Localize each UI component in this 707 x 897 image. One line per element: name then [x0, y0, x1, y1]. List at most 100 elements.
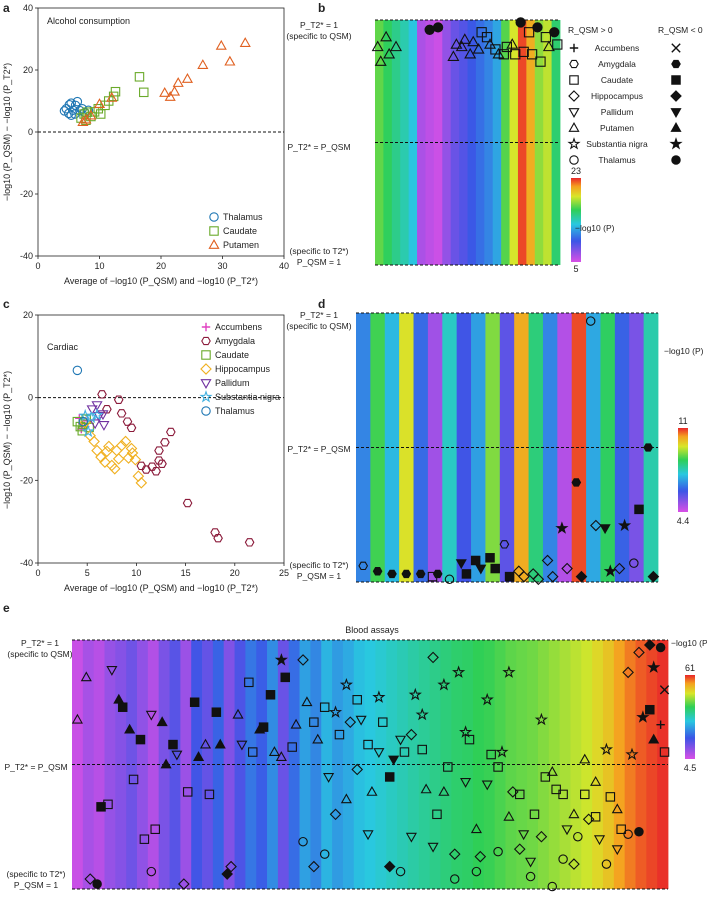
marker-legend: R_QSM > 0 R_QSM < 0 Accumbens Amygdala Cau…: [567, 25, 703, 165]
idp-column: [425, 20, 435, 265]
idp-marker-hexagon-filled: [372, 567, 383, 576]
legend-item-label: Putamen: [600, 123, 634, 133]
legend-label: Substantia nigra: [215, 392, 280, 402]
idp-marker-triangle-up: [568, 808, 580, 819]
data-point-caudate: [139, 87, 149, 98]
idp-marker-square: [498, 49, 509, 60]
data-point-amygdala: [154, 446, 164, 455]
idp-marker-square: [363, 739, 373, 750]
idp-marker-square-filled: [258, 722, 269, 732]
idp-marker-square: [526, 49, 538, 60]
data-point-putamen: [172, 77, 184, 87]
panel-b-colorbar: [571, 178, 581, 262]
data-point-putamen: [239, 37, 251, 47]
panel-c-legend: Accumbens Amygdala Caudate Hippocampus Palli…: [199, 322, 280, 416]
idp-marker-star: [437, 677, 451, 691]
idp-marker-circle-filled: [432, 22, 444, 33]
panel-e-mid-label: P_T2* = P_QSM: [4, 762, 67, 772]
data-point-hippocampus: [112, 453, 125, 465]
panel-a-ylabel: −log10 (P_QSM) − −log10 (P_T2*): [2, 63, 12, 201]
data-point-putamen: [93, 98, 106, 109]
panel-b-mid-label: P_T2* = P_QSM: [287, 142, 350, 152]
idp-marker-star: [534, 712, 549, 726]
idp-marker-triangle-down: [405, 832, 417, 843]
panel-d-bottom-label-2: P_QSM = 1: [297, 571, 341, 581]
idp-column: [559, 640, 571, 889]
data-point-amygdala: [165, 427, 176, 437]
idp-marker-triangle-up: [484, 38, 497, 49]
idp-marker-triangle-up: [383, 47, 396, 59]
x-tick-label: 30: [217, 261, 227, 271]
idp-marker-diamond: [329, 808, 342, 821]
idp-marker-square: [182, 787, 193, 797]
legend-item-label: Accumbens: [595, 43, 639, 53]
data-point-putamen: [181, 73, 194, 83]
legend-item-label: Hippocampus: [591, 91, 643, 101]
data-point-pallidum: [98, 421, 110, 431]
idp-marker-square: [248, 747, 258, 757]
idp-marker-square: [493, 762, 503, 772]
idp-marker-triangle-up: [492, 47, 505, 59]
idp-column: [509, 20, 519, 265]
idp-marker-diamond: [518, 570, 530, 583]
idp-marker-triangle-down: [525, 857, 537, 868]
panel-b-colorbar-max: 23: [571, 166, 581, 176]
legend-pos-caudate: [569, 75, 579, 85]
data-point-caudate: [134, 72, 145, 82]
idp-marker-triangle-up: [371, 40, 384, 52]
data-point-hippocampus: [122, 452, 135, 464]
idp-column: [528, 313, 544, 582]
panel-b-bottom-label-2: P_QSM = 1: [297, 257, 341, 267]
x-tick-label: 0: [35, 568, 40, 578]
data-point-hippocampus: [88, 435, 100, 448]
legend-marker-thalamus: [209, 212, 219, 222]
idp-column: [570, 640, 582, 889]
legend-label: Hippocampus: [215, 364, 271, 374]
idp-marker-circle: [558, 854, 568, 864]
idp-marker-triangle-down: [236, 740, 248, 751]
data-point-pallidum: [86, 405, 98, 416]
panel-d-mid-label: P_T2* = P_QSM: [287, 444, 350, 454]
idp-marker-triangle-up-filled: [160, 758, 172, 769]
idp-marker-triangle-up: [199, 738, 212, 749]
idp-marker-diamond: [405, 728, 418, 741]
idp-marker-star: [372, 690, 386, 703]
data-point-substantia-nigra: [90, 408, 104, 421]
panel-e-strip: [71, 639, 670, 892]
idp-marker-triangle-up: [455, 40, 468, 52]
idp-marker-triangle-down: [373, 748, 385, 758]
idp-marker-diamond: [532, 573, 545, 586]
idp-marker-circle: [547, 881, 558, 892]
idp-column: [624, 640, 636, 889]
legend-label: Caudate: [215, 350, 249, 360]
data-point-hippocampus: [95, 451, 107, 464]
idp-marker-square-filled: [504, 571, 515, 582]
data-point-caudate: [77, 425, 88, 436]
idp-marker-circle-filled: [655, 642, 666, 653]
data-point-hippocampus: [103, 440, 115, 453]
idp-marker-square-filled: [211, 707, 222, 717]
idp-marker-square: [319, 702, 330, 712]
idp-marker-square: [540, 772, 551, 782]
data-point-caudate: [95, 109, 106, 119]
idp-marker-triangle-down-filled: [599, 524, 611, 535]
idp-marker-star: [495, 745, 509, 758]
legend-pos-thalamus: [569, 155, 579, 165]
legend-pos-amygdala: [569, 59, 579, 69]
idp-marker-circle: [623, 829, 633, 839]
y-tick-label: 40: [23, 3, 33, 13]
idp-marker-cross: [659, 685, 670, 695]
idp-marker-square-filled: [485, 553, 495, 563]
idp-marker-triangle-up-filled: [156, 716, 168, 727]
y-tick-label: 20: [23, 65, 33, 75]
legend-pos-accumbens: [569, 43, 579, 53]
idp-marker-diamond: [351, 763, 364, 776]
idp-marker-triangle-up: [546, 766, 558, 776]
idp-marker-square: [309, 717, 319, 727]
data-point-hippocampus: [132, 470, 145, 483]
idp-marker-hexagon: [499, 540, 510, 549]
panel-b: P_T2* = 1 (specific to QSM) P_T2* = P_QS…: [286, 17, 615, 274]
idp-marker-triangle-down: [427, 842, 439, 853]
panel-e-bottom-label-1: (specific to T2*): [7, 869, 66, 879]
data-point-amygdala: [154, 456, 164, 465]
